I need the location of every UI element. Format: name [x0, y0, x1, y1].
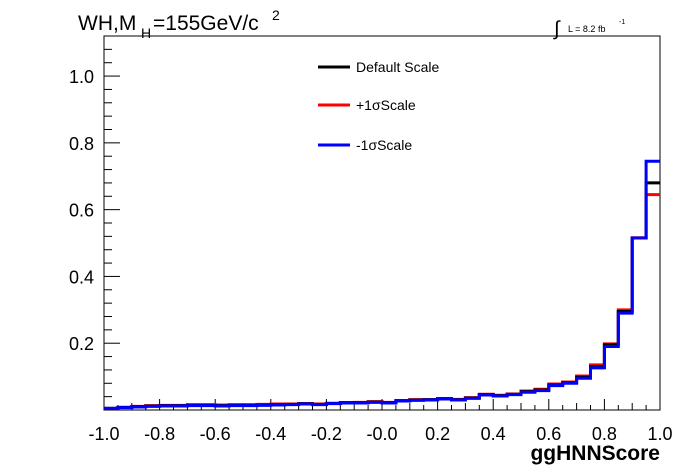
y-tick-label: 0.6 [69, 201, 94, 221]
x-tick-label: -0.4 [255, 424, 286, 444]
axis-tick-labels: -1.0 -0.8 -0.6 -0.4 -0.2 -0.0 0.2 0.4 0.6 0.8 1.0 0… [69, 67, 673, 444]
x-axis-title: ggHNNScore [530, 442, 660, 465]
x-tick-label: -0.6 [200, 424, 231, 444]
x-tick-label: -0.2 [311, 424, 342, 444]
x-tick-label: -0.8 [144, 424, 175, 444]
y-tick-label: 0.8 [69, 134, 94, 154]
x-tick-label: 0.2 [425, 424, 450, 444]
x-tick-label: -1.0 [88, 424, 119, 444]
y-tick-label: 1.0 [69, 67, 94, 87]
legend-label-default-scale: Default Scale [356, 59, 439, 75]
y-tick-label: 0.4 [69, 267, 94, 287]
x-tick-label: 0.4 [481, 424, 506, 444]
series-minus1sigmascale [104, 159, 660, 410]
chart-title-tail: =155GeV/c [153, 12, 259, 35]
chart-title-main: WH,M [78, 12, 136, 35]
x-tick-label: -0.0 [366, 424, 397, 444]
y-tick-label: 0.2 [69, 334, 94, 354]
lumi-integral-sign: ∫ [553, 18, 561, 40]
lumi-label: L = 8.2 fb [568, 24, 605, 34]
legend-label-plus-1-sigma: +1σScale [356, 97, 416, 113]
chart-title-superscript: 2 [272, 7, 280, 23]
histogram-series [104, 159, 660, 410]
x-tick-label: 1.0 [647, 424, 672, 444]
chart-title-subscript: H [141, 25, 151, 41]
legend-label-minus-1-sigma: -1σScale [356, 137, 412, 153]
lumi-superscript: -1 [619, 19, 625, 26]
legend: Default Scale +1σScale -1σScale [318, 59, 439, 153]
plot-frame [103, 35, 661, 411]
x-tick-label: 0.8 [592, 424, 617, 444]
axis-ticks [103, 35, 661, 410]
x-tick-label: 0.6 [536, 424, 561, 444]
